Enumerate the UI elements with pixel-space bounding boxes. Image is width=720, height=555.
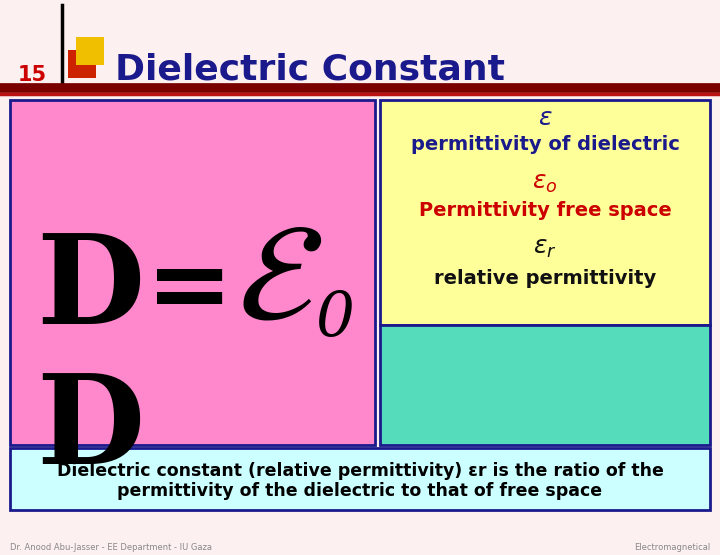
Bar	[10, 448, 710, 510]
Text: permittivity of dielectric: permittivity of dielectric	[410, 135, 680, 154]
Text: $\varepsilon_r$: $\varepsilon_r$	[534, 236, 557, 260]
Text: D: D	[36, 370, 144, 491]
Text: Dielectric constant (relative permittivity) εr is the ratio of the: Dielectric constant (relative permittivi…	[57, 462, 663, 480]
Text: =: =	[146, 239, 233, 341]
Text: 15: 15	[18, 65, 47, 85]
Text: permittivity of the dielectric to that of free space: permittivity of the dielectric to that o…	[117, 482, 603, 500]
Text: $\varepsilon_o$: $\varepsilon_o$	[532, 171, 558, 195]
Bar	[380, 100, 710, 325]
Text: Dielectric Constant: Dielectric Constant	[115, 53, 505, 87]
Text: 0: 0	[315, 288, 354, 348]
Text: Permittivity free space: Permittivity free space	[418, 200, 671, 219]
Bar	[68, 50, 96, 78]
Text: relative permittivity: relative permittivity	[434, 269, 656, 287]
Text: Electromagnetical: Electromagnetical	[634, 543, 710, 552]
Text: D: D	[36, 230, 144, 351]
Text: Dr. Anood Abu-Jasser - EE Department - IU Gaza: Dr. Anood Abu-Jasser - EE Department - I…	[10, 543, 212, 552]
Text: $\varepsilon$: $\varepsilon$	[538, 106, 552, 130]
Text: $\mathcal{E}$: $\mathcal{E}$	[238, 214, 323, 350]
Bar	[76, 37, 104, 65]
Bar	[10, 100, 375, 445]
Bar	[380, 325, 710, 445]
